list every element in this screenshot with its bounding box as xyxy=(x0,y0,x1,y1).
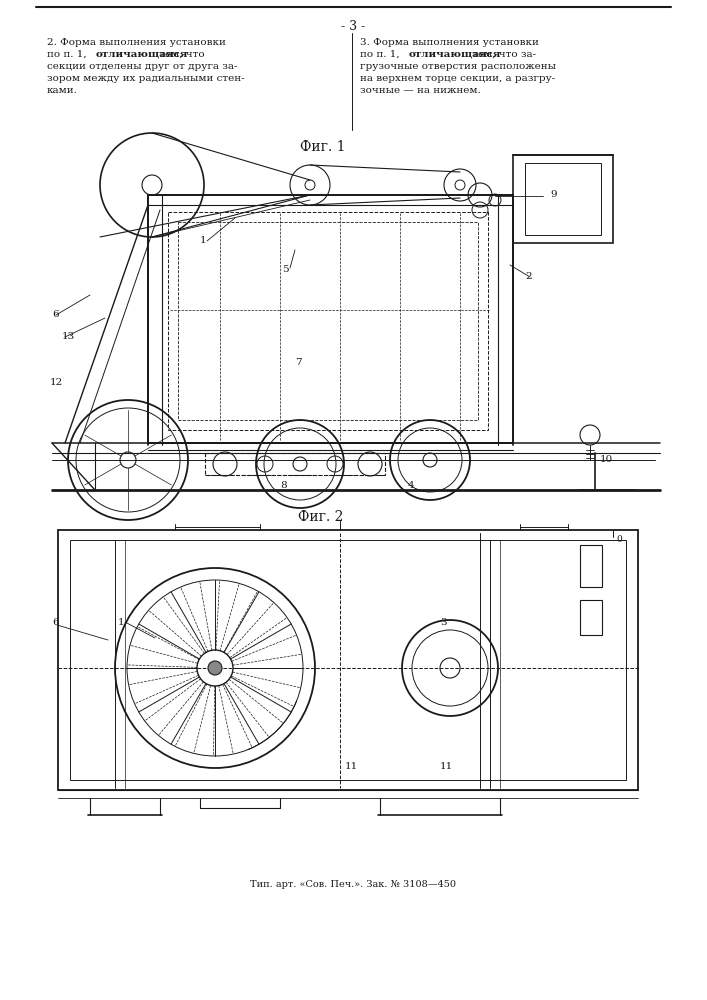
Text: 0: 0 xyxy=(616,535,621,544)
Text: 9: 9 xyxy=(550,190,556,199)
Text: зором между их радиальными стен-: зором между их радиальными стен- xyxy=(47,74,245,83)
Bar xyxy=(205,453,385,475)
Text: по п. 1,: по п. 1, xyxy=(360,50,403,59)
Text: тем, что за-: тем, что за- xyxy=(469,50,536,59)
Bar xyxy=(168,212,488,430)
Text: 5: 5 xyxy=(282,265,288,274)
Text: 1: 1 xyxy=(200,236,206,245)
Text: 8: 8 xyxy=(280,481,286,490)
Text: - 3 -: - 3 - xyxy=(341,20,365,33)
Text: Фиг. 2: Фиг. 2 xyxy=(298,510,344,524)
Bar xyxy=(580,545,602,587)
Text: Фиг. 1: Фиг. 1 xyxy=(300,140,346,154)
Text: 10: 10 xyxy=(600,455,613,464)
Text: 7: 7 xyxy=(295,358,302,367)
Text: 4: 4 xyxy=(408,481,414,490)
Text: 3: 3 xyxy=(440,618,447,627)
Text: 2. Форма выполнения установки: 2. Форма выполнения установки xyxy=(47,38,226,47)
Text: на верхнем торце секции, а разгру-: на верхнем торце секции, а разгру- xyxy=(360,74,555,83)
Text: по п. 1,: по п. 1, xyxy=(47,50,90,59)
Bar xyxy=(525,163,601,235)
Text: 11: 11 xyxy=(440,762,453,771)
Text: тем, что: тем, что xyxy=(156,50,204,59)
Bar xyxy=(148,195,513,443)
Text: 13: 13 xyxy=(62,332,75,341)
Text: отличающаяся: отличающаяся xyxy=(409,50,501,59)
Text: зочные — на нижнем.: зочные — на нижнем. xyxy=(360,86,481,95)
Text: 6: 6 xyxy=(52,618,59,627)
Text: ками.: ками. xyxy=(47,86,78,95)
Text: 3. Форма выполнения установки: 3. Форма выполнения установки xyxy=(360,38,539,47)
Text: 6: 6 xyxy=(52,310,59,319)
Bar xyxy=(513,155,613,243)
Text: 11: 11 xyxy=(345,762,358,771)
Bar xyxy=(178,222,478,420)
Bar xyxy=(58,530,638,790)
Text: Тип. арт. «Сов. Печ.». Зак. № 3108—450: Тип. арт. «Сов. Печ.». Зак. № 3108—450 xyxy=(250,880,456,889)
Text: 2: 2 xyxy=(525,272,532,281)
Text: отличающаяся: отличающаяся xyxy=(96,50,188,59)
Bar xyxy=(70,540,626,780)
Text: секции отделены друг от друга за-: секции отделены друг от друга за- xyxy=(47,62,238,71)
Bar xyxy=(580,600,602,635)
Text: 12: 12 xyxy=(50,378,63,387)
Text: грузочные отверстия расположены: грузочные отверстия расположены xyxy=(360,62,556,71)
Circle shape xyxy=(208,661,222,675)
Text: 1: 1 xyxy=(118,618,124,627)
